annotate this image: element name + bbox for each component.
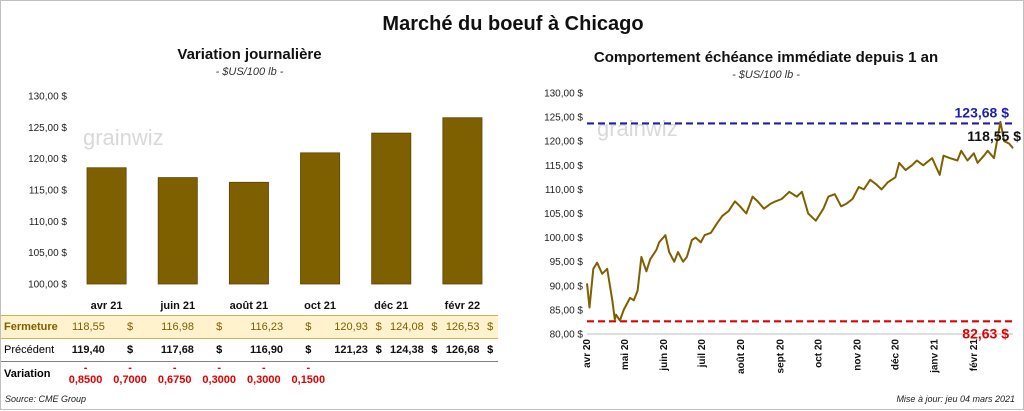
- table-cell: - 0,6750: [157, 362, 192, 386]
- table-cell: 116,23: [241, 315, 287, 339]
- currency-cell: $: [107, 315, 153, 339]
- table-cell: 126,53: [442, 315, 483, 339]
- bar-xtick-label: oct 21: [304, 300, 336, 312]
- source-note: Source: CME Group: [5, 394, 87, 404]
- line-xtick-label: juin 20: [659, 339, 670, 372]
- table-row: Variation - 0,8500 - 0,7000 - 0,6750 - 0,300…: [1, 362, 498, 386]
- line-ytick-label: 130,00 $: [544, 89, 583, 100]
- currency-cell: $: [196, 315, 242, 339]
- currency-cell: $: [107, 338, 153, 362]
- table-cell: 116,98: [152, 315, 197, 339]
- line-xtick-label: oct 20: [813, 339, 824, 368]
- table-cell: - 0,3000: [202, 362, 237, 386]
- table-row: Fermeture 118,55 $116,98 $116,23 $120,93 $124…: [1, 315, 498, 339]
- currency-cell: $: [426, 338, 443, 362]
- line-xtick-label: juil 20: [697, 339, 708, 369]
- bar-watermark: grainwiz: [83, 125, 164, 150]
- table-cell: 119,40: [63, 338, 108, 362]
- last-value-label: 118,55 $: [967, 128, 1021, 144]
- line-xtick-label: janv 21: [930, 339, 941, 374]
- line-xtick-label: avr 20: [582, 339, 593, 368]
- bar-ytick-label: 110,00 $: [29, 217, 68, 228]
- bar-ytick-label: 115,00 $: [29, 186, 68, 197]
- bar-chart-title: Variation journalière: [177, 46, 322, 63]
- line-ytick-label: 100,00 $: [544, 233, 583, 244]
- table-cell: 121,23: [330, 338, 371, 362]
- bar-ytick-label: 120,00 $: [28, 154, 67, 165]
- currency-cell: $: [286, 338, 331, 362]
- table-cell: - 0,8500: [68, 362, 103, 386]
- line-xtick-label: févr 21: [969, 339, 980, 372]
- line-xtick-label: août 20: [736, 339, 747, 374]
- line-xtick-label: déc 20: [890, 339, 901, 371]
- bar: [371, 132, 412, 285]
- line-chart-units: - $US/100 lb -: [732, 69, 800, 81]
- bar-ytick-label: 125,00 $: [28, 123, 67, 134]
- bar: [157, 177, 198, 285]
- bar: [86, 167, 127, 285]
- bar-ytick-label: 100,00 $: [28, 280, 67, 291]
- bar-chart-units: - $US/100 lb -: [215, 66, 284, 78]
- currency-cell: $: [370, 338, 387, 362]
- line-ytick-label: 115,00 $: [545, 161, 584, 172]
- currency-cell: $: [482, 315, 498, 339]
- line-ytick-label: 120,00 $: [544, 137, 583, 148]
- table-cell: 120,93: [330, 315, 371, 339]
- bar-xtick-label: août 21: [230, 300, 269, 312]
- high-reference-label: 123,68 $: [955, 104, 1010, 120]
- price-series-line: [586, 120, 1014, 322]
- currency-cell: $: [370, 315, 387, 339]
- line-ytick-label: 80,00 $: [550, 330, 584, 341]
- update-note: Mise à jour: jeu 04 mars 2021: [896, 394, 1015, 404]
- currency-cell: $: [196, 338, 242, 362]
- bar-ytick-label: 105,00 $: [28, 248, 67, 259]
- bar: [228, 181, 269, 285]
- line-xtick-label: mai 20: [620, 339, 631, 371]
- line-chart-title: Comportement échéance immédiate depuis 1…: [593, 49, 939, 66]
- bar: [442, 117, 483, 285]
- table-cell: 126,68: [442, 338, 483, 362]
- page-title: Marché du boeuf à Chicago: [382, 13, 644, 35]
- table-cell: 124,38: [386, 338, 427, 362]
- bar-ytick-label: 130,00 $: [28, 92, 67, 103]
- table-cell: 118,55: [63, 315, 108, 339]
- table-cell: - 0,1500: [291, 362, 326, 386]
- line-ytick-label: 85,00 $: [550, 305, 584, 316]
- bar-xtick-label: avr 21: [91, 300, 123, 312]
- table-cell: - 0,7000: [113, 362, 147, 386]
- row-label: Précédent: [1, 338, 64, 362]
- bar: [300, 152, 341, 285]
- line-ytick-label: 90,00 $: [550, 281, 584, 292]
- table-cell: 124,08: [386, 315, 427, 339]
- low-reference-label: 82,63 $: [962, 325, 1009, 341]
- line-ytick-label: 105,00 $: [544, 209, 583, 220]
- line-watermark: grainwiz: [597, 116, 678, 141]
- bar-xtick-label: juin 21: [159, 300, 195, 312]
- currency-cell: $: [426, 315, 443, 339]
- table-cell: 117,68: [152, 338, 197, 362]
- currency-cell: $: [482, 338, 498, 362]
- table-cell: 116,90: [241, 338, 287, 362]
- line-ytick-label: 110,00 $: [545, 185, 584, 196]
- row-label: Variation: [4, 368, 51, 380]
- line-xtick-label: sept 20: [775, 339, 786, 374]
- price-table: Fermeture 118,55 $116,98 $116,23 $120,93 $124…: [1, 315, 498, 386]
- table-row: Précédent 119,40 $117,68 $116,90 $121,23 $124…: [1, 338, 498, 362]
- line-ytick-label: 125,00 $: [544, 113, 583, 124]
- bar-xtick-label: déc 21: [374, 300, 408, 312]
- line-xtick-label: nov 20: [853, 339, 864, 371]
- table-cell: - 0,3000: [246, 362, 281, 386]
- line-ytick-label: 95,00 $: [550, 257, 584, 268]
- bar-xtick-label: févr 22: [445, 300, 480, 312]
- row-label: Fermeture: [1, 315, 64, 339]
- currency-cell: $: [286, 315, 331, 339]
